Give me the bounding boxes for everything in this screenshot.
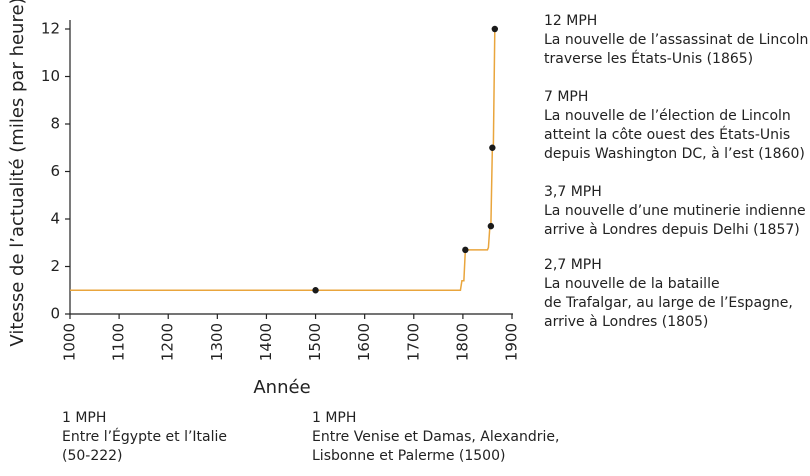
point [489,144,496,151]
annotation-text: La nouvelle de la bataille [544,276,720,292]
point [491,25,499,33]
annotation-speed: 1 MPH [62,410,106,426]
annotation-text: atteint la côte ouest des États-Unis [544,126,790,143]
y-tick-label: 8 [50,115,60,133]
annotation-text: Entre l’Égypte et l’Italie [62,428,227,445]
annotation-text: depuis Washington DC, à l’est (1860) [544,146,805,162]
point [462,246,469,254]
annotation-speed: 2,7 MPH [544,257,602,273]
annotation-text: de Trafalgar, au large de l’Espagne, [544,295,793,311]
annotation-text: (50-222) [62,448,123,464]
y-tick-label: 2 [50,257,60,275]
point [487,222,495,230]
point [312,287,319,294]
annotation-text: Entre Venise et Damas, Alexandrie, [312,429,559,445]
annotation-text: La nouvelle de l’assassinat de Lincoln [544,32,808,48]
y-tick-label: 0 [50,305,60,323]
annotation-text: traverse les États-Unis (1865) [544,50,753,67]
annotation-speed: 1 MPH [312,410,356,426]
line [70,28,496,291]
annotation-text: arrive à Londres (1805) [544,314,708,330]
annotation-speed: 12 MPH [544,13,597,29]
y-tick-label: 12 [41,20,60,38]
annotation-text: La nouvelle de l’élection de Lincoln [544,108,791,124]
y-tick-label: 6 [50,162,60,180]
x-tick-label: 1200 [159,323,177,361]
y-tick-label: 10 [41,67,60,85]
x-tick-label: 1000 [61,323,79,361]
x-tick-label: 1700 [404,323,422,361]
x-tick-label: 1500 [306,323,324,361]
annotation-speed: 3,7 MPH [544,184,602,200]
y-tick-label: 4 [50,210,60,228]
y-axis-label: Vitesse de l’actualité (miles par heure) [7,0,28,347]
annotation-text: La nouvelle d’une mutinerie indienne [544,203,806,219]
annotation-text: arrive à Londres depuis Delhi (1857) [544,222,800,238]
annotation-speed: 7 MPH [544,89,588,105]
x-tick-label: 1900 [503,323,521,361]
x-tick-label: 1600 [355,323,373,361]
x-tick-label: 1100 [110,323,128,361]
x-tick-label: 1400 [257,323,275,361]
x-tick-label: 1300 [208,323,226,361]
annotation-text: Lisbonne et Palerme (1500) [312,448,505,464]
x-axis-label: Année [253,377,310,398]
x-tick-label: 1800 [453,323,471,361]
